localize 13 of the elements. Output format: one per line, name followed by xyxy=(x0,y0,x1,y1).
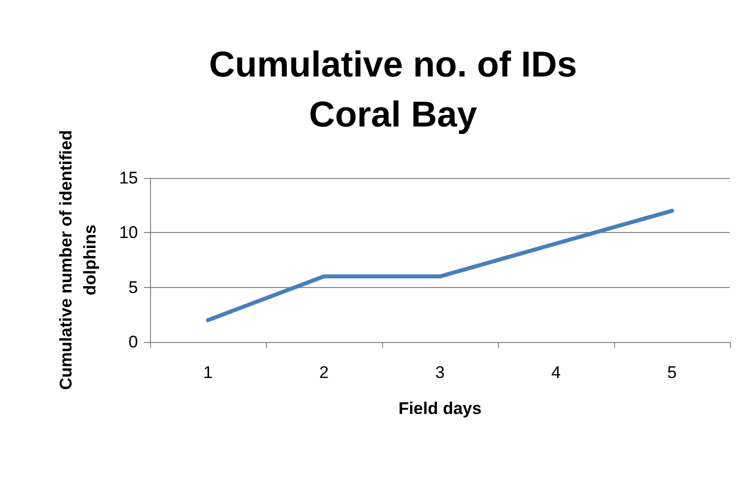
x-axis-title: Field days xyxy=(398,399,482,418)
x-tick-label: 5 xyxy=(667,363,677,382)
x-tick-label: 3 xyxy=(435,363,445,382)
y-tick-label: 0 xyxy=(128,332,138,352)
y-axis-title: Cumulative number of identified dolphins xyxy=(56,130,100,390)
y-tick-label: 5 xyxy=(128,278,138,297)
chart-title: Cumulative no. of IDs Coral Bay xyxy=(208,44,578,134)
x-tick-label: 1 xyxy=(203,363,213,382)
x-tick-label: 4 xyxy=(551,363,561,382)
y-tick-label: 15 xyxy=(119,168,138,188)
line-series xyxy=(206,208,674,322)
y-tick-label: 10 xyxy=(119,223,138,242)
x-tick-label: 2 xyxy=(319,363,329,382)
